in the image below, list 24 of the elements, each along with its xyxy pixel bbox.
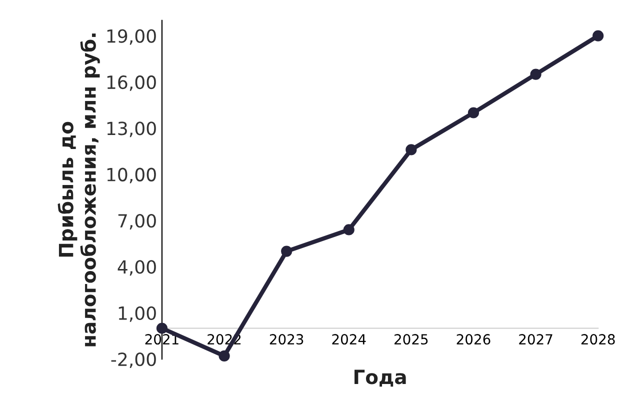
x-tick-label: 2028 [581,334,615,345]
y-tick-label: 16,00 [107,75,156,91]
x-tick-label: 2024 [332,334,366,345]
y-tick-label: 10,00 [107,168,156,184]
y-tick-label: 19,00 [107,29,156,45]
x-tick-label: 2023 [270,334,304,345]
y-tick-label: 4,00 [118,260,156,276]
x-axis-title: Года [354,370,406,387]
y-tick-label: -2,00 [111,352,156,368]
point [530,68,542,80]
x-tick-label: 2025 [394,334,428,345]
point [218,350,230,362]
point [468,107,480,118]
y-tick-label: 7,00 [118,214,156,230]
point [406,144,417,156]
x-tick-label: 2027 [519,334,552,345]
point [343,224,354,236]
point [281,246,292,257]
y-axis-title: Прибыль до налогообложения, млн руб. [58,34,100,346]
point [156,322,168,334]
y-tick-label: 1,00 [118,306,156,322]
point [592,30,604,42]
x-tick-label: 2026 [456,334,490,345]
y-tick-label: 13,00 [107,122,156,138]
